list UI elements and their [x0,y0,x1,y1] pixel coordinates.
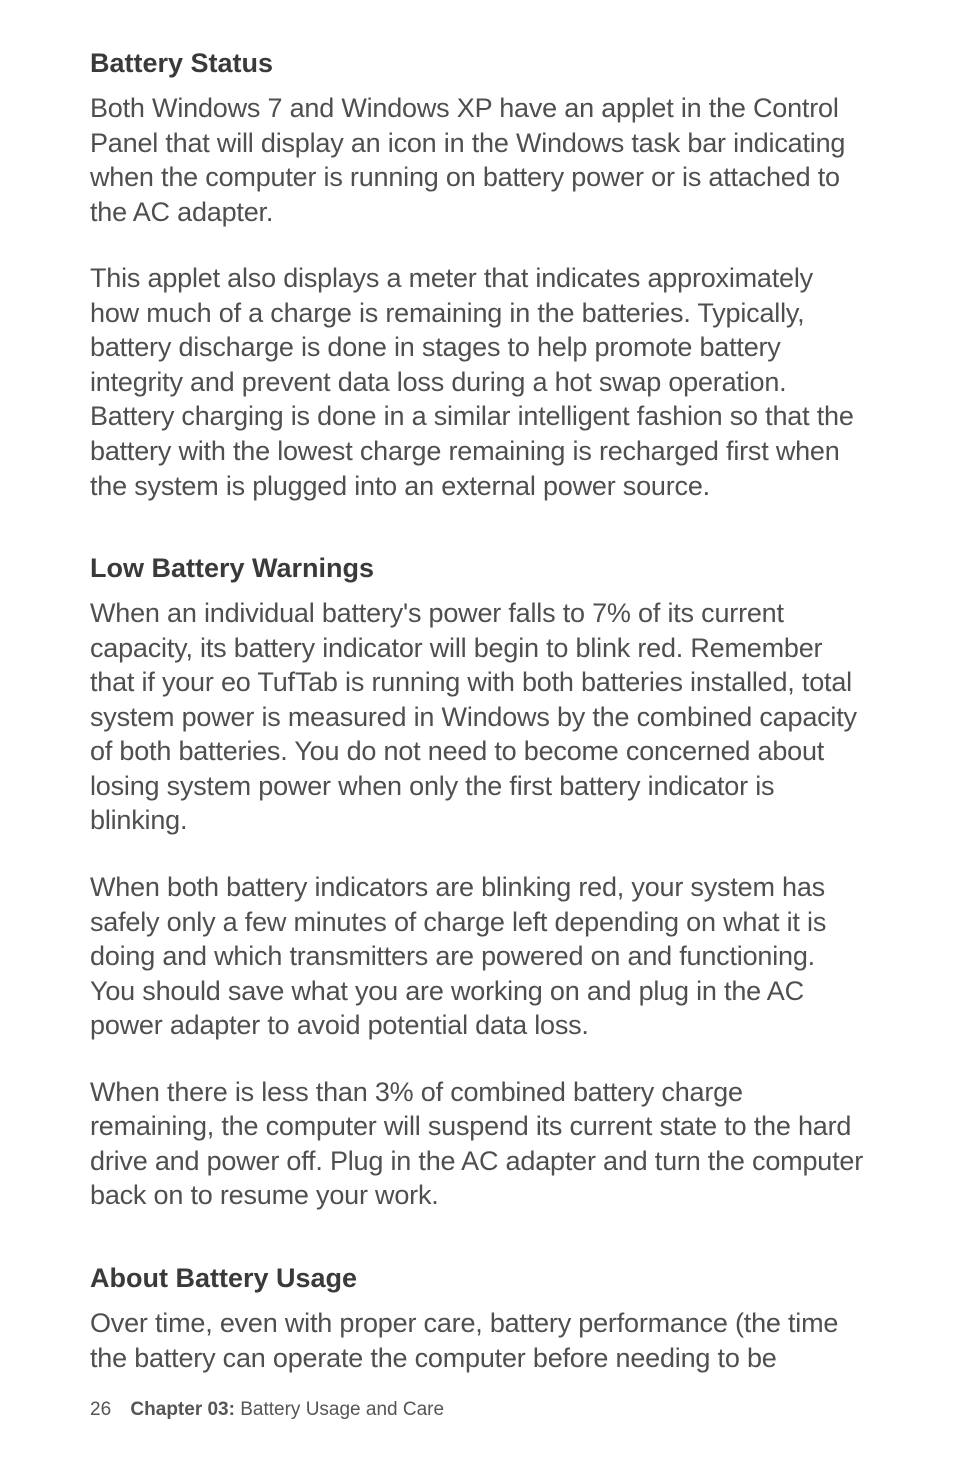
paragraph: Over time, even with proper care, batter… [90,1306,864,1375]
paragraph: When an individual battery's power falls… [90,596,864,838]
paragraph: When there is less than 3% of combined b… [90,1075,864,1213]
document-body: Battery Status Both Windows 7 and Window… [90,46,864,1421]
chapter-label: Chapter 03: [130,1399,235,1420]
chapter-title: Battery Usage and Care [235,1399,444,1420]
section-heading-battery-status: Battery Status [90,46,864,81]
section-heading-about-battery-usage: About Battery Usage [90,1261,864,1296]
paragraph: When both battery indicators are blinkin… [90,870,864,1043]
section-heading-low-battery-warnings: Low Battery Warnings [90,551,864,586]
page-number: 26 [90,1399,111,1420]
paragraph: This applet also displays a meter that i… [90,261,864,503]
paragraph: Both Windows 7 and Windows XP have an ap… [90,91,864,229]
page-footer: 26 Chapter 03: Battery Usage and Care [90,1399,864,1421]
